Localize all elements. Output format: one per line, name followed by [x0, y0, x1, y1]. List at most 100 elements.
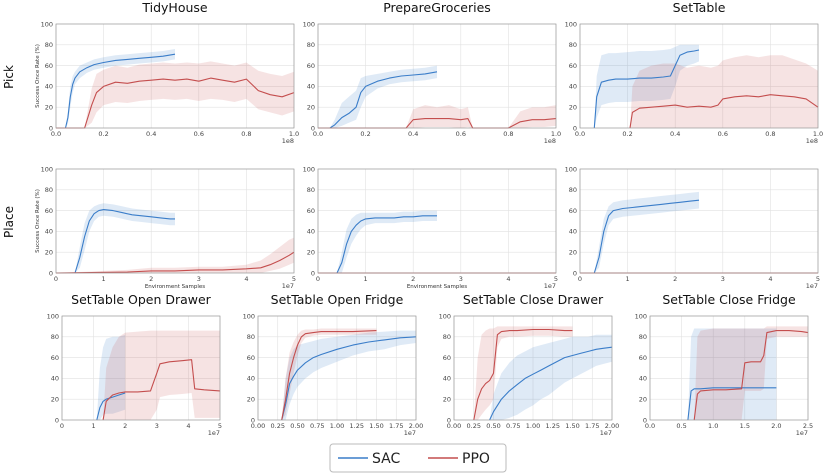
plot-area	[62, 316, 220, 420]
plot-area	[650, 316, 808, 420]
band-sac	[65, 49, 175, 128]
y-tick-label: 100	[565, 20, 577, 28]
plot-frame	[55, 168, 295, 274]
row-label-pick: Pick	[2, 65, 16, 89]
band-ppo	[103, 330, 220, 420]
legend-ppo-label: PPO	[462, 451, 490, 467]
legend: SAC PPO	[329, 443, 507, 473]
panel-title: SetTable Close Drawer	[463, 292, 604, 307]
band-sac	[281, 330, 416, 420]
plot-frame	[55, 23, 295, 129]
x-tick-label: 1	[102, 275, 106, 283]
x-axis-label: Environment Samples	[407, 284, 467, 290]
x-tick-label: 0	[578, 275, 582, 283]
plot-frame	[649, 315, 809, 421]
x-tick-label: 0.75	[506, 422, 520, 430]
line-sac	[329, 71, 438, 129]
x-tick-label: 2.00	[605, 422, 619, 430]
y-tick-label: 80	[51, 333, 59, 341]
x-tick-label: 0.5	[676, 422, 686, 430]
y-tick-label: 100	[635, 312, 647, 320]
y-tick-label: 0	[573, 124, 577, 132]
x-tick-label: 1.0	[813, 130, 823, 138]
y-tick-label: 100	[303, 165, 315, 173]
x-tick-label: 0.4	[670, 130, 680, 138]
line-sac	[96, 392, 126, 421]
y-tick-label: 40	[307, 228, 315, 236]
y-tick-label: 40	[307, 83, 315, 91]
line-sac	[489, 346, 613, 421]
x-tick-label: 0.50	[486, 422, 500, 430]
y-axis-label: Success Once Rate (%)	[35, 189, 41, 253]
y-tick-label: 60	[51, 354, 59, 362]
x-tick-label: 2	[411, 275, 415, 283]
x-tick-label: 3	[721, 275, 725, 283]
y-tick-label: 100	[303, 20, 315, 28]
x-tick-label: 0.00	[251, 422, 265, 430]
y-tick-label: 40	[443, 375, 451, 383]
plot-area	[56, 169, 294, 273]
x-tick-label: 2	[149, 275, 153, 283]
y-tick-label: 20	[639, 396, 647, 404]
y-tick-label: 0	[573, 269, 577, 277]
y-tick-label: 20	[45, 249, 53, 257]
y-tick-label: 100	[41, 165, 53, 173]
x-tick-label: 5	[292, 275, 296, 283]
y-tick-label: 0	[643, 416, 647, 424]
band-sac	[75, 203, 175, 273]
line-sac	[64, 53, 176, 129]
y-tick-label: 20	[45, 104, 53, 112]
panel-title: PrepareGroceries	[383, 0, 491, 15]
x-tick-label: 3	[197, 275, 201, 283]
y-tick-label: 60	[569, 62, 577, 70]
plot-area	[56, 24, 294, 128]
x-tick-label: 0.2	[360, 130, 370, 138]
y-tick-label: 0	[311, 124, 315, 132]
x-tick-label: 0.0	[313, 130, 323, 138]
y-tick-label: 40	[639, 375, 647, 383]
x-tick-label: 0.25	[271, 422, 285, 430]
x-tick-label: 1	[364, 275, 368, 283]
line-ppo	[629, 94, 819, 129]
plot-frame	[453, 315, 613, 421]
plot-frame	[317, 23, 557, 129]
panel-settable-open-fridge: 0 20 40 60 80 100 0.00 0.25 0.50 0.75 1.00 1.25 1.50…	[243, 292, 424, 437]
x-tick-label: 0.0	[51, 130, 61, 138]
x-tick-label: 0.0	[645, 422, 655, 430]
plot-area	[318, 169, 556, 273]
y-tick-label: 80	[569, 41, 577, 49]
panel-title: SetTable Open Drawer	[71, 292, 212, 307]
row-label-place: Place	[2, 206, 16, 238]
x-tick-label: 3	[459, 275, 463, 283]
y-tick-label: 40	[247, 375, 255, 383]
plot-area	[580, 24, 818, 128]
line-ppo	[318, 118, 557, 129]
x-multiplier: 1e7	[208, 429, 220, 437]
panel-title: TidyHouse	[141, 0, 208, 15]
y-tick-label: 20	[307, 104, 315, 112]
y-tick-label: 100	[47, 312, 59, 320]
band-ppo	[56, 61, 294, 128]
plot-frame	[61, 315, 221, 421]
y-tick-label: 80	[307, 41, 315, 49]
y-tick-label: 0	[311, 269, 315, 277]
y-tick-label: 40	[569, 83, 577, 91]
x-multiplier: 1e7	[404, 429, 416, 437]
x-tick-label: 0.00	[447, 422, 461, 430]
x-tick-label: 1.5	[740, 422, 750, 430]
panel-title: SetTable Open Fridge	[271, 292, 404, 307]
x-tick-label: 0.2	[98, 130, 108, 138]
line-sac	[593, 49, 700, 129]
line-sac	[593, 199, 700, 274]
y-tick-label: 0	[49, 269, 53, 277]
x-tick-label: 1.0	[289, 130, 299, 138]
x-tick-label: 0.75	[310, 422, 324, 430]
y-tick-label: 0	[49, 124, 53, 132]
y-tick-label: 100	[41, 20, 53, 28]
x-tick-label: 4	[244, 275, 248, 283]
line-ppo	[55, 251, 295, 274]
